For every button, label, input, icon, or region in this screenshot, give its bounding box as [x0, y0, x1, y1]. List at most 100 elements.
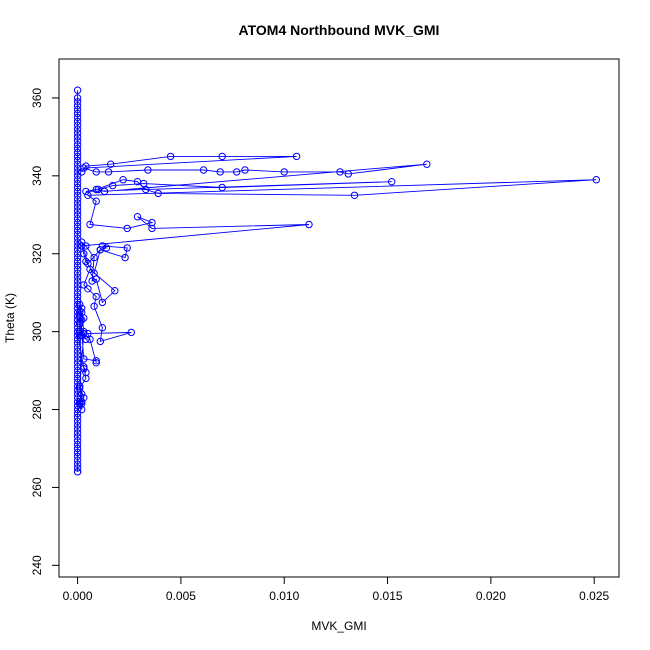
- x-tick-label: 0.010: [269, 589, 299, 603]
- data-point: [82, 257, 90, 266]
- data-point: [218, 183, 226, 192]
- data-point: [80, 314, 88, 322]
- data-point: [92, 357, 100, 365]
- data-point: [84, 259, 92, 268]
- data-point: [76, 308, 84, 316]
- data-point: [123, 224, 131, 233]
- data-point: [73, 448, 82, 457]
- data-point: [73, 230, 82, 239]
- data-point: [73, 339, 82, 347]
- data-point: [73, 409, 82, 418]
- data-point: [82, 374, 90, 383]
- data-point: [78, 238, 86, 246]
- data-point: [73, 452, 82, 460]
- data-point: [73, 242, 82, 250]
- data-point: [73, 269, 82, 277]
- data-point: [73, 292, 82, 301]
- chart-title: ATOM4 Northbound MVK_GMI: [239, 22, 440, 38]
- data-point: [73, 218, 82, 227]
- data-point: [73, 187, 82, 196]
- data-point: [388, 178, 396, 186]
- data-point: [98, 298, 107, 307]
- data-point: [78, 168, 86, 176]
- data-point: [73, 398, 82, 406]
- x-tick-label: 0.020: [476, 589, 506, 603]
- data-point: [98, 242, 107, 250]
- data-point: [73, 109, 82, 118]
- data-point: [84, 329, 92, 338]
- data-point: [80, 364, 88, 373]
- data-point: [73, 102, 82, 110]
- data-point: [73, 324, 82, 332]
- data-point: [73, 296, 82, 305]
- data-point: [292, 152, 301, 161]
- y-axis-label: Theta (K): [3, 293, 17, 343]
- data-point: [73, 308, 82, 316]
- data-point: [336, 168, 344, 176]
- data-point: [82, 242, 90, 250]
- data-point: [73, 86, 82, 94]
- data-point: [73, 261, 82, 270]
- data-point: [73, 468, 82, 476]
- data-point: [73, 444, 82, 453]
- data-point: [73, 172, 82, 180]
- data-point: [148, 224, 156, 233]
- data-point: [73, 386, 82, 394]
- data-point: [73, 253, 82, 262]
- data-point: [73, 456, 82, 464]
- data-point: [96, 337, 105, 346]
- data-point: [73, 347, 82, 355]
- data-point: [140, 179, 148, 188]
- data-point: [73, 141, 82, 149]
- data-point: [78, 390, 86, 398]
- data-point: [73, 265, 82, 273]
- data-point: [199, 166, 208, 174]
- data-point: [73, 113, 82, 122]
- data-point: [86, 220, 94, 229]
- data-point: [73, 117, 82, 126]
- data-point: [73, 343, 82, 351]
- data-point: [123, 244, 131, 252]
- data-point: [78, 405, 86, 414]
- data-point: [73, 300, 82, 309]
- data-point: [73, 105, 82, 114]
- data-point: [73, 433, 82, 441]
- data-point: [76, 331, 84, 340]
- y-tick-label: 340: [30, 166, 44, 186]
- data-point: [73, 273, 82, 281]
- data-point: [73, 94, 82, 102]
- data-point: [121, 253, 129, 262]
- data-point: [73, 152, 82, 161]
- data-point: [73, 246, 82, 254]
- data-point: [73, 351, 82, 359]
- data-point: [73, 285, 82, 293]
- data-point: [84, 285, 92, 293]
- data-point: [73, 304, 82, 312]
- data-point: [73, 207, 82, 215]
- x-axis: 0.000 0.005 0.010 0.015 0.020 0.025: [63, 576, 610, 603]
- data-point: [92, 185, 100, 194]
- y-tick-label: 280: [30, 399, 44, 419]
- data-point: [73, 195, 82, 203]
- data-point: [98, 324, 107, 332]
- y-tick-label: 360: [30, 88, 44, 108]
- plot-frame: [58, 58, 620, 578]
- data-point: [73, 320, 82, 328]
- data-point: [76, 300, 84, 309]
- data-point: [82, 162, 90, 170]
- data-point: [119, 176, 127, 184]
- x-axis-label: MVK_GMI: [311, 619, 366, 633]
- x-tick-label: 0.015: [373, 589, 403, 603]
- series-polyline: [77, 90, 597, 472]
- data-point: [166, 152, 175, 161]
- data-point: [76, 382, 84, 390]
- data-point: [92, 292, 100, 301]
- data-point: [127, 328, 136, 337]
- data-point: [90, 253, 98, 262]
- data-point: [344, 170, 352, 178]
- data-point: [73, 359, 82, 367]
- data-point: [73, 148, 82, 157]
- y-tick-label: 320: [30, 243, 44, 263]
- data-point: [80, 327, 88, 336]
- x-tick-label: 0.025: [579, 589, 609, 603]
